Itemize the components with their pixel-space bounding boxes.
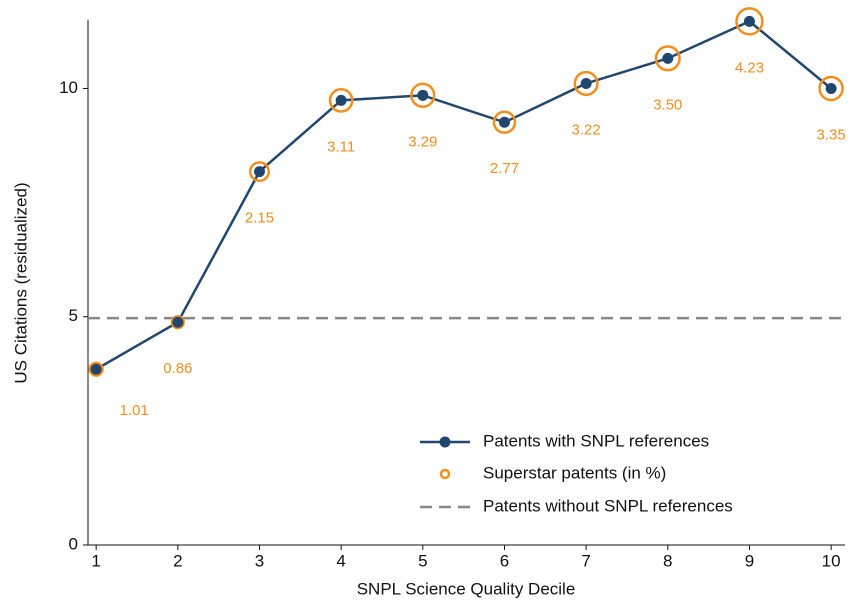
superstar-circle: [249, 161, 270, 183]
legend-marker: [439, 468, 451, 480]
point: [90, 363, 102, 375]
y-tick-label: 5: [69, 306, 78, 325]
legend-marker: [439, 436, 451, 448]
x-tick-label: 8: [663, 551, 672, 570]
value-label: 0.86: [163, 360, 192, 377]
value-label: 1.01: [120, 402, 149, 419]
y-tick-label: 0: [69, 534, 78, 553]
point: [417, 89, 429, 101]
x-tick-label: 10: [822, 551, 841, 570]
superstar-circle: [818, 75, 844, 102]
superstar-circle: [492, 110, 517, 134]
y-axis-label: US Citations (residualized): [11, 182, 30, 383]
point: [498, 116, 510, 128]
y-tick-label: 10: [59, 78, 78, 97]
x-axis-label: SNPL Science Quality Decile: [357, 579, 576, 598]
point: [825, 82, 837, 94]
value-label: 3.50: [653, 96, 682, 113]
point: [253, 166, 265, 178]
value-label: 3.35: [817, 126, 846, 143]
value-label: 2.77: [490, 160, 519, 177]
superstar-circle: [654, 45, 681, 72]
x-tick-label: 6: [500, 551, 509, 570]
x-tick-label: 3: [255, 551, 264, 570]
x-tick-label: 2: [173, 551, 182, 570]
x-tick-label: 9: [745, 551, 754, 570]
legend-label: Superstar patents (in %): [483, 463, 666, 482]
x-tick-label: 5: [418, 551, 427, 570]
superstar-circle: [410, 82, 436, 109]
value-label: 4.23: [735, 59, 764, 76]
superstar-circle: [88, 361, 104, 377]
superstar-circle: [735, 7, 764, 36]
x-tick-label: 7: [581, 551, 590, 570]
point: [172, 316, 184, 328]
point: [662, 52, 674, 64]
superstar-circle: [328, 87, 354, 113]
legend-label: Patents with SNPL references: [483, 431, 709, 450]
value-label: 3.11: [327, 138, 355, 155]
series-line: [95, 19, 832, 371]
value-label: 3.29: [408, 133, 437, 150]
legend-label: Patents without SNPL references: [483, 496, 733, 515]
value-label: 3.22: [572, 121, 601, 138]
point: [335, 94, 347, 106]
value-label: 2.15: [245, 210, 274, 227]
point: [743, 15, 755, 27]
x-tick-label: 4: [336, 551, 345, 570]
superstar-circle: [170, 315, 185, 330]
superstar-circle: [573, 70, 599, 97]
x-tick-label: 1: [91, 551, 100, 570]
point: [580, 77, 592, 89]
